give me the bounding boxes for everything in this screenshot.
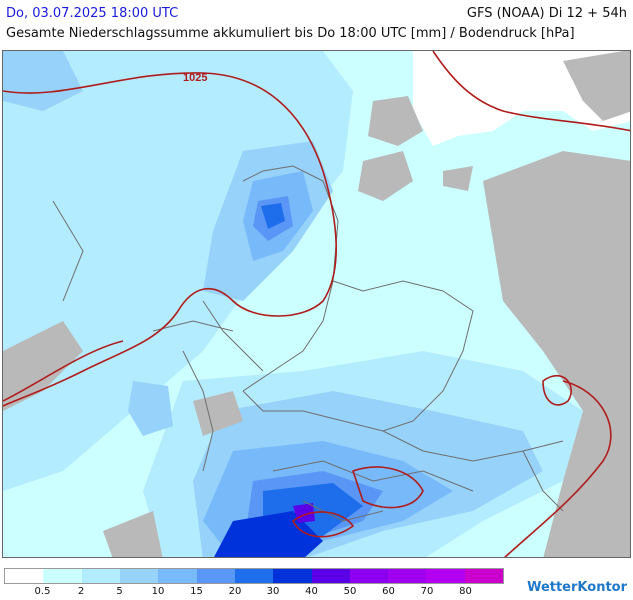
map-subtitle: Gesamte Niederschlagssumme akkumuliert b… xyxy=(6,26,575,41)
precip-5-10-nw xyxy=(3,51,83,111)
isobars xyxy=(3,51,630,557)
legend-labels: 0.5 2 5 10 15 20 30 40 50 60 70 80 xyxy=(4,584,504,598)
valid-time-title: Do, 03.07.2025 18:00 UTC xyxy=(6,6,179,21)
legend-label: 60 xyxy=(382,586,395,597)
land-outside-ne xyxy=(368,96,423,146)
legend-swatch xyxy=(81,569,120,583)
land-outside-sweden xyxy=(563,51,630,121)
legend-label: 80 xyxy=(459,586,472,597)
model-run-label: GFS (NOAA) Di 12 + 54h xyxy=(466,6,627,21)
legend-color-bar xyxy=(4,568,504,584)
legend-swatch xyxy=(119,569,159,583)
land-outside-rugen xyxy=(443,166,473,191)
legend: 0.5 2 5 10 15 20 30 40 50 60 70 80 xyxy=(4,568,504,598)
legend-swatch xyxy=(349,569,389,583)
legend-label: 40 xyxy=(305,586,318,597)
legend-label: 5 xyxy=(116,586,123,597)
legend-swatch xyxy=(311,569,350,583)
isobar-se-2 xyxy=(542,374,572,406)
precip-30-40 xyxy=(214,511,323,557)
map-canvas: 1025 xyxy=(3,51,630,557)
legend-swatch xyxy=(5,569,44,583)
legend-swatch xyxy=(273,569,312,583)
isobar-label: 1025 xyxy=(183,72,207,84)
legend-swatch xyxy=(196,569,235,583)
legend-swatch xyxy=(464,569,504,583)
precipitation-map: 1025 xyxy=(2,50,631,558)
precip-5-10-west xyxy=(128,381,173,436)
legend-label: 2 xyxy=(77,586,85,597)
land-outside-sw xyxy=(3,321,83,411)
isobar-east xyxy=(432,51,630,132)
legend-label: 0.5 xyxy=(34,586,51,597)
isobar-south xyxy=(3,340,124,402)
isobar-alps xyxy=(351,466,424,509)
isobar-se xyxy=(503,380,612,557)
legend-label: 15 xyxy=(190,586,203,597)
legend-swatch xyxy=(43,569,82,583)
legend-label: 50 xyxy=(343,586,357,597)
legend-label: 70 xyxy=(420,586,434,597)
legend-label: 30 xyxy=(266,586,280,597)
legend-label: 10 xyxy=(151,586,165,597)
legend-swatch xyxy=(158,569,197,583)
legend-swatch xyxy=(388,569,427,583)
legend-label: 20 xyxy=(228,586,242,597)
legend-swatch xyxy=(426,569,465,583)
isobar-alps-2 xyxy=(291,511,355,538)
header: Do, 03.07.2025 18:00 UTC GFS (NOAA) Di 1… xyxy=(0,0,633,50)
wetterkontor-logo[interactable]: WetterKontor xyxy=(527,580,627,595)
precip-20-30 xyxy=(261,203,285,229)
legend-swatch xyxy=(234,569,274,583)
land-outside-italy xyxy=(103,511,163,557)
land-outside-east xyxy=(483,151,630,557)
isobar-1025 xyxy=(3,72,337,407)
land-outside-denmark xyxy=(358,151,413,201)
